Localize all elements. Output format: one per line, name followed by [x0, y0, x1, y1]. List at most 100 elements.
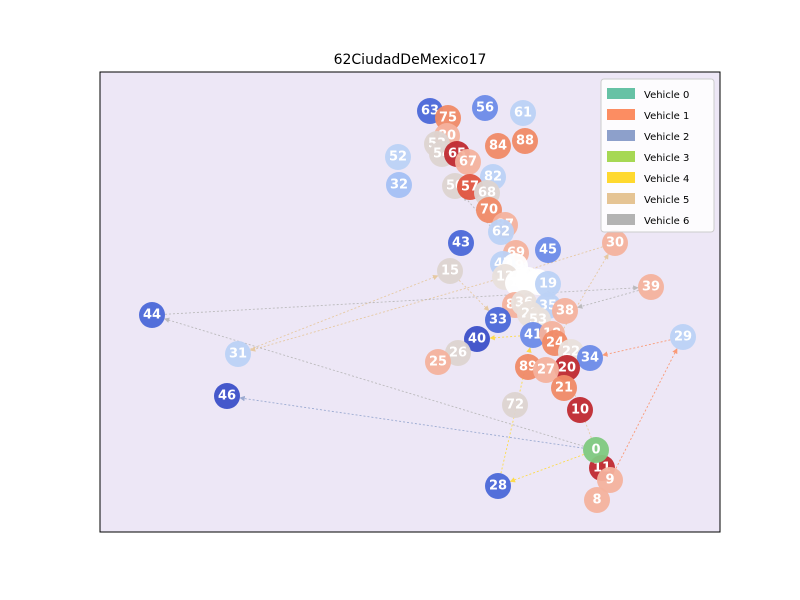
node-label: 15: [441, 264, 459, 279]
node-label: 52: [389, 150, 407, 165]
node-marker: [552, 298, 578, 324]
node-label: 40: [468, 332, 486, 347]
route-edge: [615, 348, 678, 469]
customer-node: 40: [464, 326, 490, 352]
node-label: 84: [489, 139, 507, 154]
node-label: 56: [476, 101, 494, 116]
route-edge: [249, 274, 439, 350]
legend: Vehicle 0 Vehicle 1 Vehicle 2 Vehicle 3 Vehi…: [600, 78, 715, 233]
node-marker: [577, 345, 603, 371]
node-marker: [535, 271, 561, 297]
node-marker: [425, 349, 451, 375]
node-label: 41: [524, 328, 542, 343]
node-marker: [485, 307, 511, 333]
node-marker: [535, 237, 561, 263]
customer-node: 29: [670, 324, 696, 350]
route-nodes: 6375566188848053546567528232505768708762…: [139, 95, 696, 513]
legend-label: Vehicle 1: [644, 111, 689, 122]
customer-node: 43: [448, 230, 474, 256]
legend-swatch: [607, 193, 635, 204]
node-marker: [602, 230, 628, 256]
customer-node: 28: [485, 473, 511, 499]
customer-node: 39: [638, 274, 664, 300]
legend-label: Vehicle 4: [644, 174, 689, 185]
node-marker: [386, 172, 412, 198]
node-marker: [385, 144, 411, 170]
node-label: 21: [555, 381, 573, 396]
node-marker: [455, 149, 481, 175]
node-label: 75: [439, 111, 457, 126]
node-marker: [583, 437, 609, 463]
customer-node: 44: [139, 302, 165, 328]
customer-node: 9: [597, 467, 623, 493]
node-marker: [445, 340, 471, 366]
node-label: 70: [480, 203, 498, 218]
customer-node: 27: [533, 357, 559, 383]
node-label: 67: [459, 155, 477, 170]
legend-label: Vehicle 6: [644, 216, 689, 227]
customer-node: 62: [488, 219, 514, 245]
route-edge: [239, 395, 584, 449]
node-label: 44: [143, 308, 161, 323]
node-marker: [488, 219, 514, 245]
legend-label: Vehicle 3: [644, 153, 689, 164]
node-marker: [225, 341, 251, 367]
route-edge: [489, 335, 521, 341]
node-label: 9: [605, 473, 614, 488]
node-label: 62: [492, 225, 510, 240]
node-label: 20: [558, 361, 576, 376]
node-label: 25: [429, 355, 447, 370]
node-marker: [472, 95, 498, 121]
node-label: 33: [489, 313, 507, 328]
node-label: 43: [452, 236, 470, 251]
node-label: 34: [581, 351, 599, 366]
node-marker: [638, 274, 664, 300]
customer-node: 20: [554, 355, 580, 381]
route-edge: [577, 290, 639, 309]
customer-node: 52: [385, 144, 411, 170]
node-marker: [214, 383, 240, 409]
node-label: 32: [390, 178, 408, 193]
node-label: 61: [514, 106, 532, 121]
customer-node: 38: [552, 298, 578, 324]
customer-node: 32: [386, 172, 412, 198]
customer-node: 26: [445, 340, 471, 366]
legend-swatch: [607, 214, 635, 225]
node-marker: [485, 133, 511, 159]
customer-node: 30: [602, 230, 628, 256]
route-edge: [509, 454, 584, 483]
node-marker: [512, 128, 538, 154]
legend-label: Vehicle 2: [644, 132, 689, 143]
route-edge: [163, 317, 584, 447]
customer-node: 88: [512, 128, 538, 154]
legend-swatch: [607, 151, 635, 162]
customer-node: 25: [425, 349, 451, 375]
node-label: 26: [449, 346, 467, 361]
customer-node: 8: [584, 487, 610, 513]
node-marker: [139, 302, 165, 328]
node-marker: [551, 375, 577, 401]
route-edge: [561, 253, 609, 333]
route-edge: [249, 280, 493, 352]
customer-node: 45: [535, 237, 561, 263]
customer-node: 72: [502, 392, 528, 418]
customer-node: 31: [225, 341, 251, 367]
node-marker: [670, 324, 696, 350]
node-label: 46: [218, 389, 236, 404]
route-edge: [164, 285, 639, 315]
node-marker: [502, 392, 528, 418]
customer-node: 67: [455, 149, 481, 175]
node-label: 10: [571, 403, 589, 418]
route-edge: [516, 246, 603, 275]
node-label: 45: [539, 243, 557, 258]
node-label: 39: [642, 280, 660, 295]
route-edge: [458, 279, 490, 312]
legend-swatch: [607, 172, 635, 183]
node-label: 63: [421, 104, 439, 119]
customer-node: 84: [485, 133, 511, 159]
node-label: 0: [591, 443, 600, 458]
customer-node: 56: [472, 95, 498, 121]
node-label: 29: [674, 330, 692, 345]
node-label: 30: [606, 236, 624, 251]
